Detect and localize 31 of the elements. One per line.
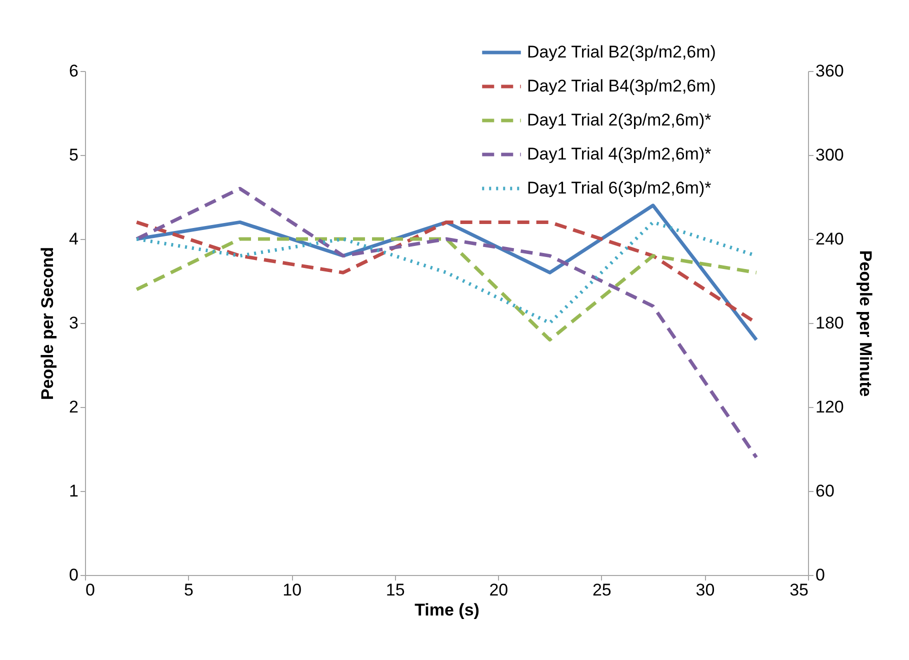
y-tick-label: 3 xyxy=(69,314,78,332)
x-tick-label: 10 xyxy=(282,580,302,600)
y2-tick-label: 120 xyxy=(816,398,844,416)
y2-tick-label: 300 xyxy=(816,146,844,164)
y-tick-label: 0 xyxy=(69,566,78,584)
y-axis-title: People per Second xyxy=(38,246,58,400)
y-tick-label: 2 xyxy=(69,398,78,416)
x-tick-label: 0 xyxy=(86,580,95,600)
legend-label: Day1 Trial 2(3p/m2,6m)* xyxy=(527,110,712,130)
y2-tick-label: 60 xyxy=(816,482,834,500)
x-tick-label: 5 xyxy=(184,580,194,600)
y2-tick-label: 360 xyxy=(816,62,844,80)
y2-tick-label: 240 xyxy=(816,230,844,248)
y-tick-label: 6 xyxy=(69,62,78,80)
y-tick-label: 1 xyxy=(69,482,78,500)
x-tick-label: 35 xyxy=(790,580,808,600)
line-series xyxy=(134,237,758,342)
legend-label: Day2 Trial B2(3p/m2,6m) xyxy=(527,42,716,62)
legend-label: Day1 Trial 6(3p/m2,6m)* xyxy=(527,178,712,198)
legend-label: Day1 Trial 4(3p/m2,6m)* xyxy=(527,144,712,164)
y2-axis-title: People per Minute xyxy=(856,250,875,397)
x-tick-label: 15 xyxy=(386,580,405,600)
y2-tick-label: 180 xyxy=(816,314,844,332)
x-axis-title: Time (s) xyxy=(414,600,480,620)
y-tick-label: 5 xyxy=(69,146,78,164)
x-tick-label: 20 xyxy=(489,580,508,600)
y-tick-label: 4 xyxy=(69,230,78,248)
x-tick-label: 25 xyxy=(592,580,612,600)
y2-tick-label: 0 xyxy=(816,566,825,584)
x-tick-label: 30 xyxy=(696,580,715,600)
legend-label: Day2 Trial B4(3p/m2,6m) xyxy=(527,76,716,96)
